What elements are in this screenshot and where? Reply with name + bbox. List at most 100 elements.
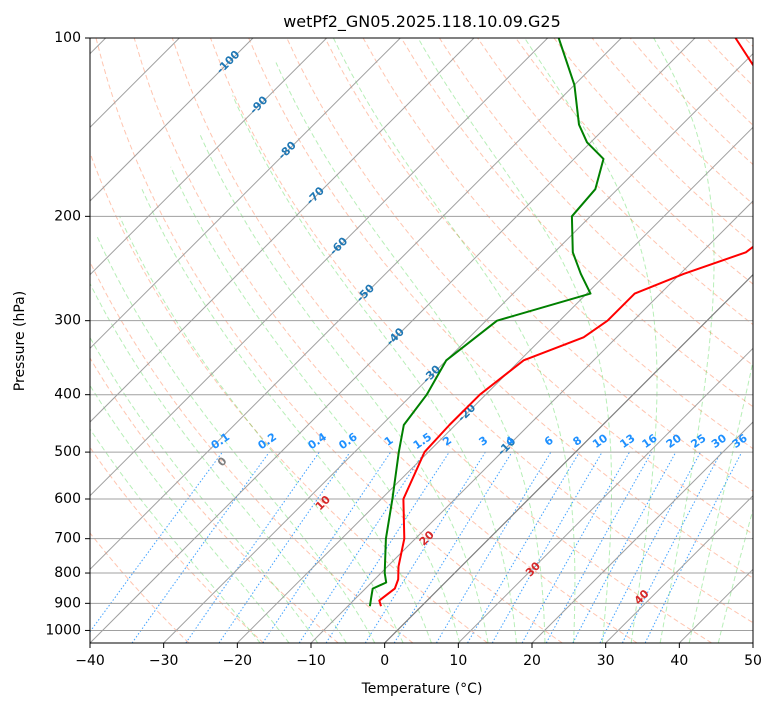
moist-adiabat-line [170,166,461,643]
dry-adiabat-label: 20 [417,528,437,548]
temperature-profile [378,38,753,607]
y-tick-label: 500 [54,444,81,460]
isotherm-line [90,38,475,423]
y-tick-label: 300 [54,313,81,329]
mixing-ratio-label: 0.1 [209,430,232,452]
dry-adiabat-line [248,38,753,579]
isotherm-line [90,38,622,571]
mixing-ratio-line [262,451,392,643]
mixing-ratio-line [185,451,320,643]
background-lines [90,38,753,643]
isotherm-label: -70 [304,184,327,207]
moist-adiabat-line [275,62,546,643]
mixing-ratio-label: 30 [709,431,729,451]
mixing-ratio-line [90,451,223,633]
mixing-ratio-label: 16 [640,431,660,451]
moist-adiabat-line [232,95,517,643]
y-tick-label: 400 [54,387,81,403]
mixing-ratio-label: 0.4 [306,430,330,452]
dry-adiabat-label: 0 [215,454,230,469]
dry-adiabat-line [210,38,753,624]
dry-adiabat-line [400,38,753,408]
x-tick-label: 50 [744,653,762,669]
x-tick-label: 40 [670,653,688,669]
mixing-ratio-line [644,451,743,643]
dry-adiabat-line [438,38,753,367]
x-tick-label: −40 [75,653,105,669]
y-axis-title: Pressure (hPa) [12,291,28,391]
mixing-ratio-label: 1.5 [411,430,434,452]
moist-adiabat-line [90,336,319,643]
moist-adiabat-line [90,384,290,643]
isotherm-line [163,52,753,643]
mixing-ratio-line [621,451,722,643]
dewpoint-profile [368,38,605,607]
moist-adiabat-line [141,188,432,643]
isotherm-line [236,126,753,643]
dry-adiabat-line [706,38,753,87]
mixing-ratio-label: 0.2 [256,430,279,452]
mixing-ratio-line [325,451,450,643]
y-tick-label: 600 [54,491,81,507]
x-axis-title: Temperature (°C) [361,681,483,697]
zero-isotherm-line [384,273,753,643]
dry-adiabat-line [90,446,264,643]
dry-adiabat-line [477,38,753,326]
moist-adiabat-line [90,428,261,643]
y-tick-label: 800 [54,565,81,581]
dry-adiabat-label: 40 [632,587,652,607]
moist-adiabat-line [119,216,404,643]
moist-adiabat-line [653,38,715,643]
x-tick-label: −10 [296,653,326,669]
moist-adiabat-line [717,507,753,643]
dry-adiabat-line [362,38,753,450]
moist-adiabat-line [95,234,376,643]
mixing-ratio-label: 6 [542,434,556,449]
mixing-ratio-line [218,451,351,643]
mixing-ratio-line [298,451,425,643]
isotherm-line [90,38,401,350]
isotherm-line [531,421,753,643]
moist-adiabat-line [332,38,576,643]
y-tick-label: 1000 [45,622,81,638]
isotherm-label: -20 [455,401,478,424]
x-tick-label: 30 [597,653,615,669]
sounding-profiles [368,38,753,607]
isotherm-line [310,200,753,643]
mixing-ratio-label: 13 [617,432,637,451]
chart-title: wetPf2_GN05.2025.118.10.09.G25 [283,12,561,32]
moist-adiabat-line [688,359,753,643]
dry-adiabat-line [515,38,753,285]
dry-adiabat-line [553,38,753,245]
mixing-ratio-label: 1 [382,434,396,449]
mixing-ratio-line [393,451,513,643]
y-tick-label: 200 [54,208,81,224]
moist-adiabat-line [199,133,489,643]
dry-adiabat-line [324,38,753,492]
isotherm-line [90,38,254,202]
y-tick-label: 700 [54,531,81,547]
moist-adiabat-line [524,38,658,643]
x-tick-label: 20 [523,653,541,669]
mixing-ratio-line [521,451,630,643]
x-tick-label: 0 [380,653,389,669]
x-tick-label: 10 [449,653,467,669]
dry-adiabat-line [95,38,563,643]
y-tick-label: 100 [54,30,81,46]
isotherm-line [457,347,753,643]
dry-adiabat-line [90,151,488,643]
plot-frame [89,37,754,644]
dry-adiabat-line [90,532,190,643]
dry-adiabat-line [90,260,414,643]
isotherm-line [90,38,696,643]
isotherm-label: -40 [384,325,407,348]
mixing-ratio-line [131,451,270,643]
mixing-ratio-label: 25 [689,431,709,450]
mixing-ratio-line [364,451,486,643]
dry-adiabat-line [591,38,753,205]
mixing-ratio-line [545,451,653,643]
dry-adiabat-label: 30 [523,559,543,579]
mixing-ratio-label: 3 [477,434,491,449]
dry-adiabat-line [171,38,712,643]
